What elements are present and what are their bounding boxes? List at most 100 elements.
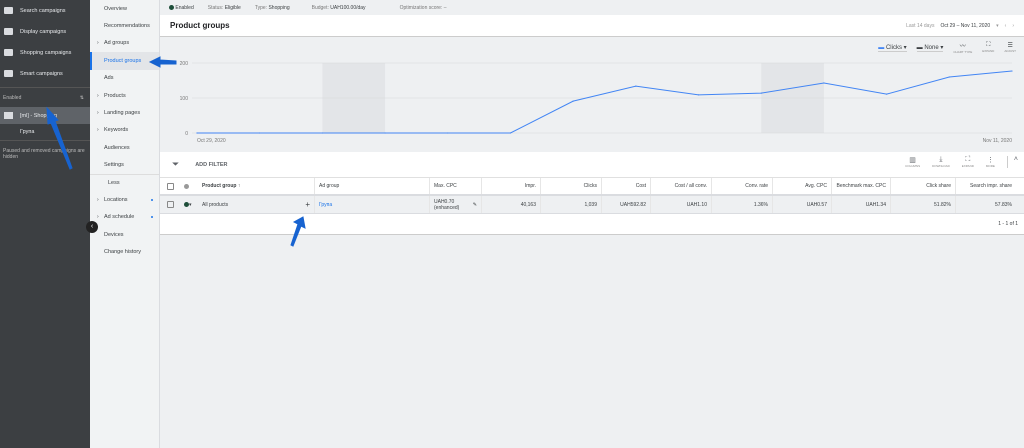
- product-groups-table: ⏷ ADD FILTER ▥ COLUMNS ⤓ DOWNLOAD ⛶ EXPAND …: [160, 152, 1024, 235]
- sort-icon[interactable]: ⇅: [79, 94, 84, 101]
- campaign-item[interactable]: [ml] - Shopping: [0, 107, 90, 124]
- col-max-cpc[interactable]: Max. CPC: [430, 178, 482, 194]
- x-start-label: Oct 29, 2020: [197, 138, 226, 144]
- expand-icon: ⛶: [965, 156, 971, 163]
- columns-button[interactable]: ▥ COLUMNS: [905, 156, 920, 168]
- status-dropdown[interactable]: ▾: [180, 196, 198, 213]
- nav-ad-schedule[interactable]: Ad schedule: [90, 209, 159, 226]
- nav-recommendations[interactable]: Recommendations: [104, 23, 150, 30]
- collapse-table-button[interactable]: ˄: [1006, 156, 1018, 168]
- nav-overview[interactable]: Overview: [104, 5, 127, 12]
- filter-icon[interactable]: ⏷: [172, 159, 180, 169]
- y-tick-label: 200: [180, 61, 189, 67]
- nav-settings[interactable]: Settings: [104, 162, 124, 169]
- dropdown-icon[interactable]: ▾: [996, 22, 999, 29]
- data-point: [384, 132, 386, 134]
- sort-up-icon: ↑: [237, 183, 241, 189]
- data-point: [760, 92, 762, 94]
- display-campaigns[interactable]: Display campaigns: [0, 21, 90, 42]
- metric1-select[interactable]: ▬ Clicks ▾: [878, 44, 907, 52]
- type: Type: Shopping: [255, 5, 290, 11]
- adjust-button[interactable]: ☰ ADJUST: [1004, 42, 1016, 53]
- metric2-select[interactable]: ▬ None ▾: [916, 44, 944, 52]
- col-benchmark[interactable]: Benchmark max. CPC: [832, 178, 891, 194]
- col-conv-rate[interactable]: Conv. rate: [712, 178, 773, 194]
- campaign-sidebar: Search campaigns Display campaigns Shopp…: [0, 0, 90, 448]
- budget[interactable]: Budget: UAH100.00/day: [312, 5, 366, 11]
- page-nav: Overview Recommendations Ad groups Produ…: [90, 0, 160, 448]
- nav-products[interactable]: Products: [90, 87, 159, 104]
- metric2: None: [924, 44, 939, 51]
- date-range[interactable]: Last 14 days Oct 29 – Nov 11, 2020 ▾ ‹ ›: [906, 23, 1014, 29]
- smart-icon: [4, 70, 13, 77]
- expand-table-button[interactable]: ⛶ EXPAND: [962, 156, 974, 168]
- clicks-cell: 1,039: [541, 196, 602, 213]
- expand-button[interactable]: ⛶ EXPAND: [982, 42, 994, 53]
- status-filter[interactable]: Enabled ⇅: [0, 87, 90, 107]
- download-button[interactable]: ⤓ DOWNLOAD: [932, 156, 950, 168]
- nav-audiences[interactable]: Audiences: [104, 144, 130, 151]
- row-select[interactable]: [160, 196, 180, 213]
- value: UAH100.00/day: [330, 4, 366, 11]
- nav-less[interactable]: Less: [90, 173, 159, 191]
- col-cost-conv[interactable]: Cost / all conv.: [651, 178, 712, 194]
- col-impr[interactable]: Impr.: [482, 178, 541, 194]
- status-dot-icon: [169, 4, 174, 10]
- checkbox[interactable]: [166, 182, 174, 190]
- data-point: [572, 100, 574, 102]
- nav-ads[interactable]: Ads: [104, 75, 114, 82]
- data-point: [823, 82, 825, 84]
- nav-landing-pages[interactable]: Landing pages: [90, 104, 159, 121]
- more-button[interactable]: ⋮ MORE: [986, 156, 995, 168]
- nav-devices[interactable]: Devices: [104, 231, 124, 238]
- nav-change-history[interactable]: Change history: [104, 249, 141, 256]
- status-bar: Enabled Status: Eligible Type: Shopping …: [160, 0, 1024, 15]
- optimization-score: Optimization score: –: [400, 5, 447, 11]
- page-header: Product groups Last 14 days Oct 29 – Nov …: [160, 15, 1024, 37]
- benchmark-cell: UAH1.34: [832, 196, 891, 213]
- col-cost[interactable]: Cost: [602, 178, 651, 194]
- smart-campaigns[interactable]: Smart campaigns: [0, 63, 90, 84]
- shopping-campaigns[interactable]: Shopping campaigns: [0, 42, 90, 63]
- nav-product-groups[interactable]: Product groups: [90, 52, 159, 70]
- enabled-status[interactable]: Enabled: [169, 5, 194, 11]
- label: Type:: [254, 4, 268, 11]
- collapse-sidebar-button[interactable]: ‹: [86, 221, 98, 233]
- chart-type-button[interactable]: 〰 CHART TYPE: [953, 41, 972, 54]
- col-clicks[interactable]: Clicks: [541, 178, 602, 194]
- status-dot-icon: [184, 183, 189, 189]
- max-cpc-cell[interactable]: UAH0.70 (enhanced) ✎: [430, 196, 482, 213]
- label: CHART TYPE: [953, 50, 973, 54]
- columns-icon: ▥: [909, 157, 916, 164]
- search-campaigns[interactable]: Search campaigns: [0, 0, 90, 21]
- label: Budget:: [311, 4, 329, 11]
- col-product-group[interactable]: Product group ↑: [198, 178, 315, 194]
- prev-icon[interactable]: ‹: [1004, 22, 1007, 29]
- nav-ad-groups[interactable]: Ad groups: [90, 35, 159, 52]
- add-subdivision-icon[interactable]: +: [305, 200, 310, 209]
- col-click-share[interactable]: Click share: [891, 178, 956, 194]
- filter-label: Enabled: [3, 94, 22, 101]
- clicks-chart: 0 100 200 Oct 29, 2020 Nov 11, 2020: [180, 61, 1013, 144]
- add-filter-button[interactable]: ADD FILTER: [195, 161, 228, 168]
- edit-pencil-icon[interactable]: ✎: [472, 201, 477, 208]
- value: Eligible: [224, 4, 241, 11]
- checkbox[interactable]: [166, 201, 174, 208]
- col-search-share[interactable]: Search impr. share: [970, 183, 1012, 189]
- label: Smart campaigns: [20, 70, 63, 77]
- chart-controls: ▬ Clicks ▾ ▬ None ▾ 〰 CHART TYPE ⛶ EXPAND …: [878, 41, 1016, 54]
- next-icon[interactable]: ›: [1012, 22, 1014, 29]
- nav-keywords[interactable]: Keywords: [90, 122, 159, 139]
- ad-group-link[interactable]: Група: [315, 196, 430, 213]
- cost-cell: UAH592.82: [602, 196, 651, 213]
- nav-locations[interactable]: Locations: [90, 191, 159, 208]
- col-avg-cpc[interactable]: Avg. CPC: [773, 178, 832, 194]
- main-content: Enabled Status: Eligible Type: Shopping …: [160, 0, 1024, 235]
- ad-group-item[interactable]: Група: [0, 124, 90, 141]
- col-ad-group[interactable]: Ad group: [315, 178, 430, 194]
- cost-conv-cell: UAH1.10: [651, 196, 712, 213]
- impr-cell: 40,163: [482, 196, 541, 213]
- shopping-tag-icon: [4, 112, 13, 119]
- select-all[interactable]: [160, 178, 180, 194]
- search-icon: [4, 7, 13, 14]
